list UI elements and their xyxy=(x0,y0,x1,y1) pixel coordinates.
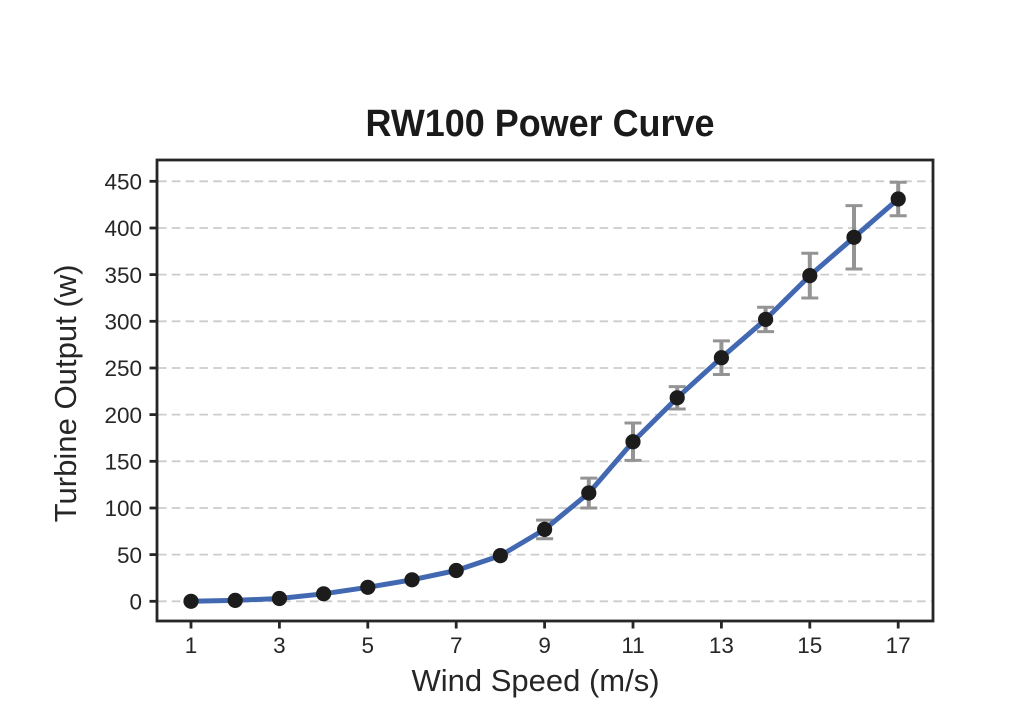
svg-text:7: 7 xyxy=(450,633,463,658)
svg-text:Wind Speed (m/s): Wind Speed (m/s) xyxy=(411,663,659,698)
svg-text:400: 400 xyxy=(104,216,142,241)
svg-text:250: 250 xyxy=(104,356,142,381)
svg-text:15: 15 xyxy=(797,633,822,658)
svg-text:300: 300 xyxy=(104,310,142,335)
svg-text:50: 50 xyxy=(117,543,142,568)
svg-text:13: 13 xyxy=(709,633,734,658)
svg-text:3: 3 xyxy=(273,633,286,658)
svg-text:350: 350 xyxy=(104,263,142,288)
svg-text:RW100 Power Curve: RW100 Power Curve xyxy=(366,103,715,145)
svg-text:0: 0 xyxy=(129,590,142,615)
svg-text:17: 17 xyxy=(886,633,911,658)
svg-text:200: 200 xyxy=(104,403,142,428)
svg-text:11: 11 xyxy=(621,633,644,658)
svg-text:Turbine Output (w): Turbine Output (w) xyxy=(48,264,83,522)
svg-text:1: 1 xyxy=(185,633,198,658)
svg-text:450: 450 xyxy=(104,170,142,195)
svg-text:100: 100 xyxy=(104,496,142,521)
svg-text:5: 5 xyxy=(362,633,375,658)
svg-text:150: 150 xyxy=(104,450,142,475)
svg-text:9: 9 xyxy=(538,633,551,658)
